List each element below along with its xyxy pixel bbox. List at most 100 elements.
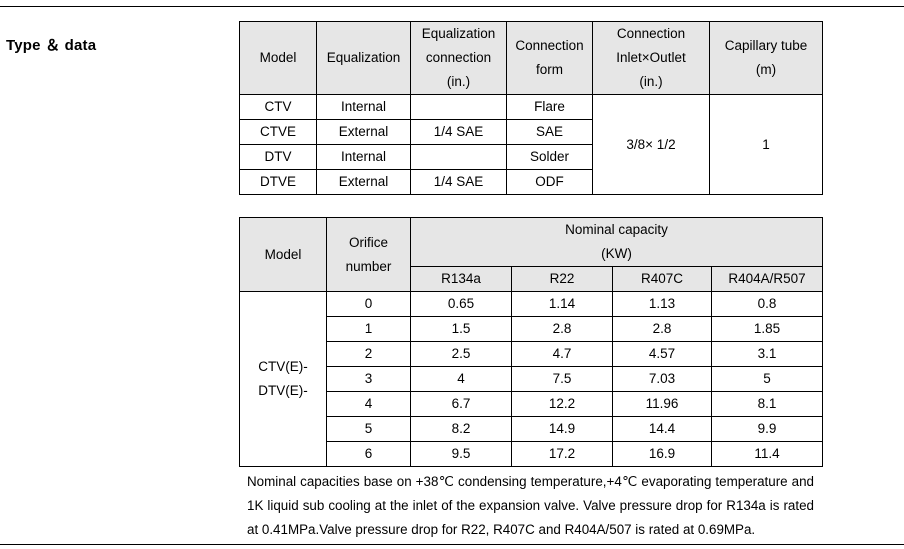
table-row: CTV Internal Flare 3/8× 1/2 1 <box>239 94 823 195</box>
orifice-cell: 3 <box>326 366 411 392</box>
capacity-cell: 8.1 <box>710 391 824 417</box>
header-model: Model <box>239 21 317 95</box>
model-label: DTV(E)- <box>258 383 308 398</box>
capacity-cell: 14.4 <box>612 416 712 442</box>
table-row: 4 6.7 12.2 11.96 8.1 <box>240 391 824 417</box>
capacity-cell: 7.5 <box>511 366 613 392</box>
capacity-cell: 12.2 <box>511 391 613 417</box>
capacity-cell: 14.9 <box>511 416 613 442</box>
orifice-cell: 1 <box>326 316 411 342</box>
capacity-cell: 4.7 <box>511 341 613 367</box>
table-row: 6 9.5 17.2 16.9 11.4 <box>240 441 824 467</box>
model-cell: CTVE <box>239 119 317 145</box>
header-refrigerant: R407C <box>612 266 712 292</box>
capacity-cell: 11.4 <box>710 441 824 467</box>
capacity-cell: 2.5 <box>410 341 512 367</box>
capacity-table: Model Orifice number Nominal capacity (K… <box>239 217 824 467</box>
header-line: (KW) <box>601 246 632 261</box>
capacity-cell: 4.57 <box>612 341 712 367</box>
header-line: Equalization <box>421 26 496 41</box>
header-line: connection <box>425 50 492 65</box>
header-nominal-capacity: Nominal capacity (KW) <box>409 217 824 267</box>
orifice-cell: 6 <box>326 441 411 467</box>
header-line: Inlet×Outlet <box>616 50 686 65</box>
equalization-cell: External <box>316 119 411 145</box>
type-table-header-row: Model Equalization Equalization connecti… <box>239 21 823 95</box>
table-row: 1 1.5 2.8 2.8 1.85 <box>240 316 824 342</box>
eq-connection-cell <box>410 144 507 170</box>
form-cell: ODF <box>506 169 593 195</box>
inlet-outlet-cell: 3/8× 1/2 <box>592 94 710 195</box>
table-row: CTVE External 1/4 SAE SAE <box>239 119 823 145</box>
orifice-cell: 4 <box>326 391 411 417</box>
capacity-cell: 4 <box>410 366 512 392</box>
capacity-table-header-row: Model Orifice number Nominal capacity (K… <box>239 217 824 292</box>
capacity-cell: 9.5 <box>410 441 512 467</box>
eq-connection-cell: 1/4 SAE <box>410 119 507 145</box>
header-connection-inlet-outlet: Connection Inlet×Outlet (in.) <box>592 21 710 95</box>
capillary-cell: 1 <box>709 94 823 195</box>
capacity-cell: 2.8 <box>612 316 712 342</box>
bottom-rule <box>0 544 904 545</box>
capacity-cell: 11.96 <box>612 391 712 417</box>
top-rule <box>0 6 904 7</box>
form-cell: SAE <box>506 119 593 145</box>
header-line: form <box>536 62 563 77</box>
model-group-cell: CTV(E)- DTV(E)- <box>239 291 327 467</box>
table-row: DTV Internal Solder <box>239 144 823 170</box>
header-line: (in.) <box>446 74 471 89</box>
table-row: 2 2.5 4.7 4.57 3.1 <box>240 341 824 367</box>
header-refrigerant: R22 <box>511 266 613 292</box>
header-line: Capillary tube <box>724 38 808 53</box>
form-cell: Solder <box>506 144 593 170</box>
capacity-cell: 2.8 <box>511 316 613 342</box>
orifice-cell: 5 <box>326 416 411 442</box>
capacity-cell: 16.9 <box>612 441 712 467</box>
capacity-cell: 9.9 <box>710 416 824 442</box>
header-line: Nominal capacity <box>565 222 668 237</box>
orifice-cell: 0 <box>326 291 411 317</box>
header-line: Orifice <box>348 234 388 250</box>
equalization-cell: External <box>316 169 411 195</box>
model-cell: DTV <box>239 144 317 170</box>
header-line: (in.) <box>639 74 663 89</box>
capacity-cell: 0.65 <box>410 291 512 317</box>
orifice-cell: 2 <box>326 341 411 367</box>
header-refrigerant: R404A/R507 <box>710 266 824 292</box>
header-orifice-number: Orifice number <box>326 217 411 292</box>
capacity-cell: 5 <box>710 366 824 392</box>
model-label: CTV(E)- <box>258 359 308 374</box>
capacity-cell: 8.2 <box>410 416 512 442</box>
capacity-cell: 1.5 <box>410 316 512 342</box>
header-connection-form: Connection form <box>506 21 593 95</box>
equalization-cell: Internal <box>316 94 411 120</box>
eq-connection-cell <box>410 94 507 120</box>
capacity-cell: 1.85 <box>710 316 824 342</box>
header-line: Connection <box>515 38 584 53</box>
capacity-cell: 6.7 <box>410 391 512 417</box>
header-line: Connection <box>616 26 686 41</box>
model-cell: DTVE <box>239 169 317 195</box>
capacity-cell: 0.8 <box>710 291 824 317</box>
table-row: CTV(E)- DTV(E)- 0 0.65 1.14 1.13 0.8 <box>239 291 824 467</box>
type-table: Model Equalization Equalization connecti… <box>239 21 823 195</box>
capacity-cell: 17.2 <box>511 441 613 467</box>
header-equalization: Equalization <box>316 21 411 95</box>
section-title: Type ＆ data <box>6 37 97 54</box>
header-line: (m) <box>755 62 777 77</box>
capacity-cell: 1.13 <box>612 291 712 317</box>
table-row: 5 8.2 14.9 14.4 9.9 <box>240 416 824 442</box>
header-refrigerant: R134a <box>410 266 512 292</box>
header-equalization-connection: Equalization connection (in.) <box>410 21 507 95</box>
table-row: DTVE External 1/4 SAE ODF <box>239 169 823 195</box>
form-cell: Flare <box>506 94 593 120</box>
header-capillary-tube: Capillary tube (m) <box>709 21 823 95</box>
capacity-cell: 7.03 <box>612 366 712 392</box>
capacity-cell: 3.1 <box>710 341 824 367</box>
capacity-cell: 1.14 <box>511 291 613 317</box>
eq-connection-cell: 1/4 SAE <box>410 169 507 195</box>
model-cell: CTV <box>239 94 317 120</box>
capacity-note: Nominal capacities base on +38℃ condensi… <box>247 474 814 537</box>
table-row: 3 4 7.5 7.03 5 <box>240 366 824 392</box>
header-line: number <box>345 258 392 274</box>
